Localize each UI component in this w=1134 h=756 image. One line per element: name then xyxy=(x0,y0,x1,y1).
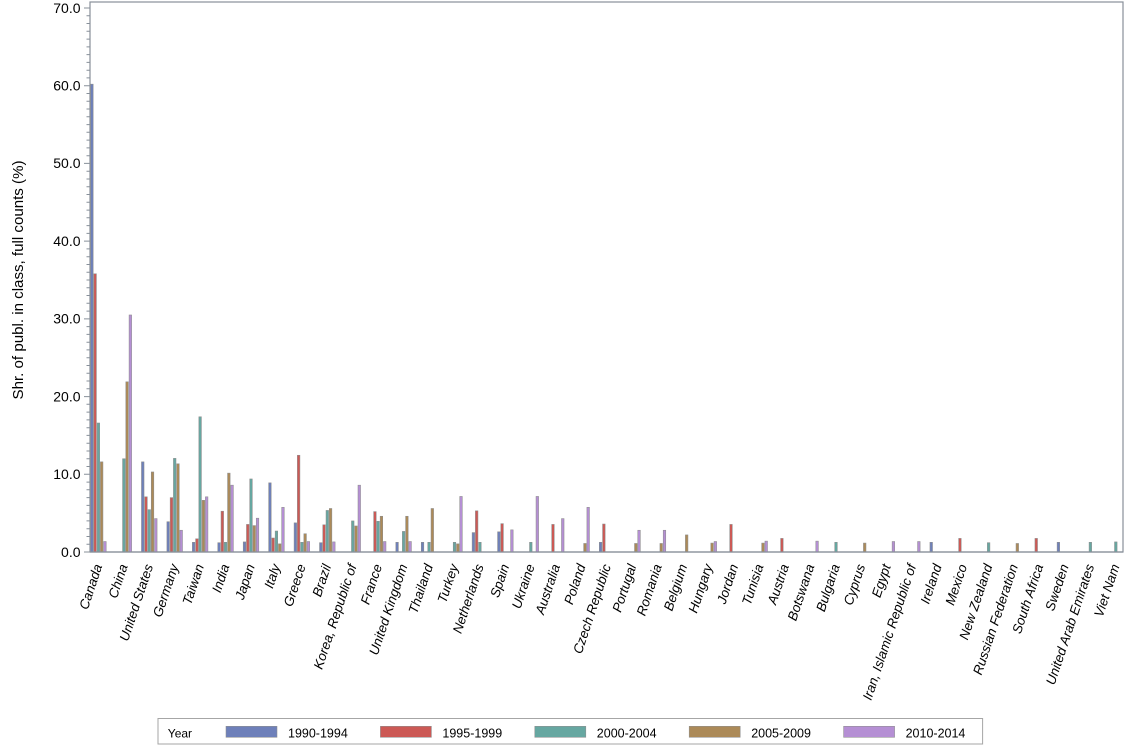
svg-text:30.0: 30.0 xyxy=(53,311,80,327)
svg-text:2005-2009: 2005-2009 xyxy=(751,726,811,740)
svg-text:1990-1994: 1990-1994 xyxy=(288,726,348,740)
svg-text:20.0: 20.0 xyxy=(53,388,80,404)
svg-text:40.0: 40.0 xyxy=(53,233,80,249)
svg-text:Year: Year xyxy=(168,726,192,740)
svg-text:60.0: 60.0 xyxy=(53,78,80,94)
svg-text:50.0: 50.0 xyxy=(53,155,80,171)
svg-text:1995-1999: 1995-1999 xyxy=(442,726,502,740)
svg-text:0.0: 0.0 xyxy=(61,544,81,560)
svg-text:70.0: 70.0 xyxy=(53,0,80,16)
svg-text:2000-2004: 2000-2004 xyxy=(597,726,657,740)
svg-text:10.0: 10.0 xyxy=(53,466,80,482)
svg-text:Shr. of publ. in class, full c: Shr. of publ. in class, full counts (%) xyxy=(11,161,27,400)
svg-text:2010-2014: 2010-2014 xyxy=(906,726,966,740)
